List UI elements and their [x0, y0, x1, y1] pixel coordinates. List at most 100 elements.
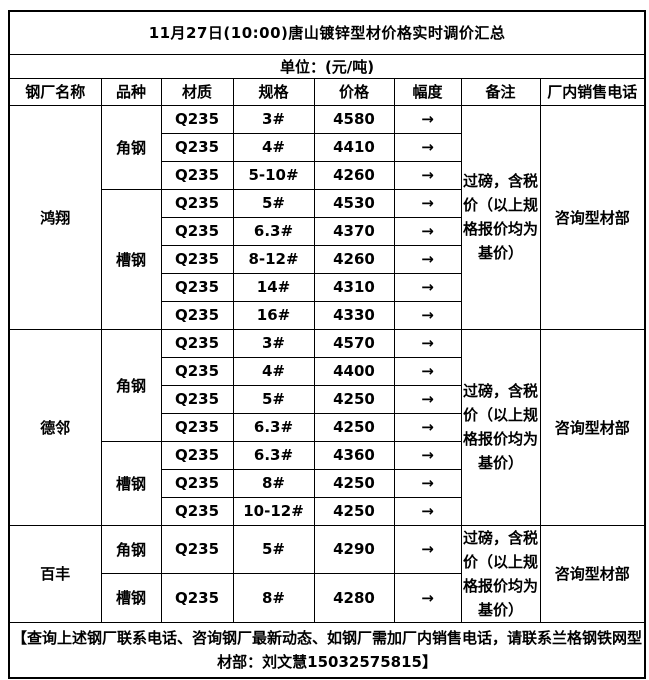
trend-cell: →: [393, 328, 462, 358]
spec-cell: 8#: [232, 468, 315, 498]
price-cell: 4530: [313, 188, 395, 218]
trend-cell: →: [393, 468, 462, 498]
trend-cell: →: [393, 524, 462, 574]
table-row: Q235 4# 4410 →: [9, 132, 645, 162]
material-cell: Q235: [160, 496, 234, 526]
material-cell: Q235: [160, 160, 234, 190]
variety-cell: 槽钢: [100, 573, 162, 623]
material-cell: Q235: [160, 132, 234, 162]
table-row: Q235 16# 4330 →: [9, 300, 645, 330]
table-row: Q235 8-12# 4260 →: [9, 244, 645, 274]
trend-cell: →: [393, 216, 462, 246]
title-row: 11月27日(10:00)唐山镀锌型材价格实时调价汇总: [8, 10, 646, 55]
material-cell: Q235: [160, 328, 234, 358]
column-header-variety: 品种: [100, 77, 162, 106]
spec-cell: 5-10#: [232, 160, 315, 190]
table-row: 槽钢 Q235 8# 4280 →: [9, 573, 645, 623]
column-header-price: 价格: [313, 77, 395, 106]
spec-cell: 14#: [232, 272, 315, 302]
trend-cell: →: [393, 573, 462, 623]
footer-note: 【查询上述钢厂联系电话、咨询钢厂最新动态、如钢厂需加厂内销售电话，请联系兰格钢铁…: [8, 621, 646, 679]
note-cell: 过磅，含税价（以上规格报价均为基价）: [460, 328, 541, 526]
price-cell: 4410: [313, 132, 395, 162]
price-cell: 4260: [313, 160, 395, 190]
table-row: Q235 6.3# 4370 →: [9, 216, 645, 246]
price-cell: 4260: [313, 244, 395, 274]
table-row: Q235 10-12# 4250 →: [9, 496, 645, 526]
material-cell: Q235: [160, 468, 234, 498]
phone-cell: 咨询型材部: [539, 524, 646, 623]
table-row: Q235 6.3# 4250 →: [9, 412, 645, 442]
material-cell: Q235: [160, 244, 234, 274]
trend-cell: →: [393, 300, 462, 330]
trend-cell: →: [393, 160, 462, 190]
table-row: 槽钢 Q235 6.3# 4360 →: [9, 440, 645, 526]
material-cell: Q235: [160, 188, 234, 218]
trend-cell: →: [393, 496, 462, 526]
spec-cell: 6.3#: [232, 412, 315, 442]
price-cell: 4580: [313, 104, 395, 134]
column-header-trend: 幅度: [393, 77, 462, 106]
table-row: Q235 5-10# 4260 →: [9, 160, 645, 190]
price-cell: 4310: [313, 272, 395, 302]
column-header-note: 备注: [460, 77, 541, 106]
spec-cell: 4#: [232, 132, 315, 162]
mill-name-cell: 鸿翔: [8, 104, 102, 330]
price-table-body: 11月27日(10:00)唐山镀锌型材价格实时调价汇总 单位：(元/吨) 钢厂名…: [8, 10, 646, 679]
column-header-material: 材质: [160, 77, 234, 106]
price-cell: 4570: [313, 328, 395, 358]
price-cell: 4370: [313, 216, 395, 246]
material-cell: Q235: [160, 573, 234, 623]
column-header-phone: 厂内销售电话: [539, 77, 646, 106]
material-cell: Q235: [160, 300, 234, 330]
material-cell: Q235: [160, 412, 234, 442]
trend-cell: →: [393, 188, 462, 218]
price-cell: 4290: [313, 524, 395, 574]
unit-row: 单位：(元/吨): [8, 53, 646, 79]
note-cell: 过磅，含税价（以上规格报价均为基价）: [460, 524, 541, 623]
trend-cell: →: [393, 244, 462, 274]
material-cell: Q235: [160, 356, 234, 386]
material-cell: Q235: [160, 384, 234, 414]
table-row: 鸿翔 角钢 Q235 3# 4580 → 过磅，含税价（以上规格报价均为基价） 咨询型材部: [8, 104, 646, 330]
variety-cell: 槽钢: [100, 188, 162, 330]
trend-cell: →: [393, 384, 462, 414]
spec-cell: 5#: [232, 384, 315, 414]
price-cell: 4250: [313, 468, 395, 498]
spec-cell: 8#: [232, 573, 315, 623]
variety-cell: 角钢: [100, 524, 162, 574]
price-bulletin: 11月27日(10:00)唐山镀锌型材价格实时调价汇总 单位：(元/吨) 钢厂名…: [8, 10, 647, 679]
footer-row: 【查询上述钢厂联系电话、咨询钢厂最新动态、如钢厂需加厂内销售电话，请联系兰格钢铁…: [8, 621, 646, 679]
table-row: Q235 4# 4400 →: [9, 356, 645, 386]
mill-name-cell: 德邻: [8, 328, 102, 526]
mill-name-cell: 百丰: [8, 524, 102, 623]
spec-cell: 6.3#: [232, 216, 315, 246]
price-cell: 4360: [313, 440, 395, 470]
price-cell: 4250: [313, 384, 395, 414]
spec-cell: 8-12#: [232, 244, 315, 274]
table-row: 百丰 角钢 Q235 5# 4290 → 过磅，含税价（以上规格报价均为基价） 咨询型材部: [8, 524, 646, 623]
variety-cell: 槽钢: [100, 440, 162, 526]
trend-cell: →: [393, 132, 462, 162]
price-table: 11月27日(10:00)唐山镀锌型材价格实时调价汇总 单位：(元/吨) 钢厂名…: [8, 10, 647, 679]
spec-cell: 5#: [232, 188, 315, 218]
spec-cell: 3#: [232, 104, 315, 134]
table-row: Q235 14# 4310 →: [9, 272, 645, 302]
column-header-spec: 规格: [232, 77, 315, 106]
phone-cell: 咨询型材部: [539, 328, 646, 526]
unit-label: 单位：(元/吨): [8, 53, 646, 79]
note-cell: 过磅，含税价（以上规格报价均为基价）: [460, 104, 541, 330]
spec-cell: 6.3#: [232, 440, 315, 470]
spec-cell: 16#: [232, 300, 315, 330]
variety-cell: 角钢: [100, 328, 162, 442]
price-cell: 4330: [313, 300, 395, 330]
price-cell: 4250: [313, 412, 395, 442]
table-row: 德邻 角钢 Q235 3# 4570 → 过磅，含税价（以上规格报价均为基价） 咨询型材部: [8, 328, 646, 526]
price-cell: 4280: [313, 573, 395, 623]
trend-cell: →: [393, 412, 462, 442]
spec-cell: 4#: [232, 356, 315, 386]
material-cell: Q235: [160, 272, 234, 302]
phone-cell: 咨询型材部: [539, 104, 646, 330]
variety-cell: 角钢: [100, 104, 162, 190]
trend-cell: →: [393, 104, 462, 134]
